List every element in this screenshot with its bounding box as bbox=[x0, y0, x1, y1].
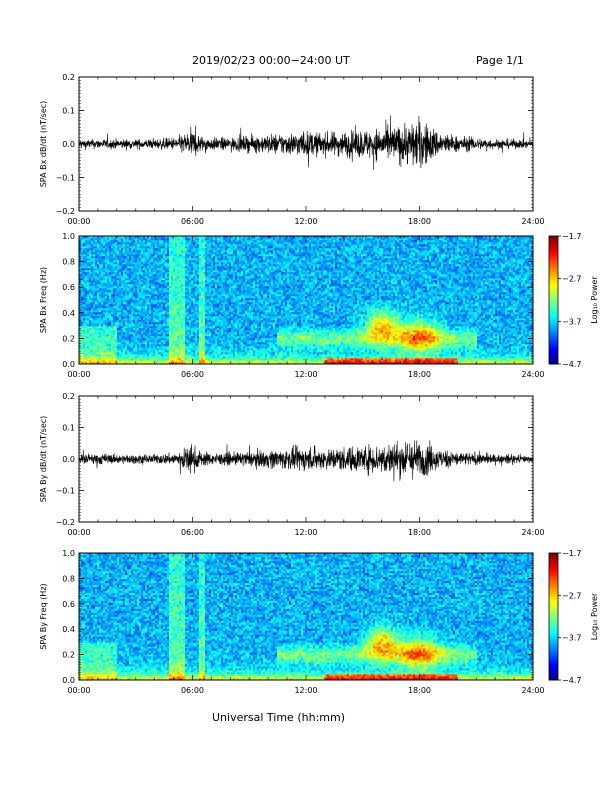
panel-1-axes: −0.2 −0.1 0.0 0.1 0.2 00:00 06:00 12:00 18:00 24:… bbox=[39, 73, 545, 226]
y-tick-label: 0.4 bbox=[62, 309, 75, 318]
colorbar: −1.7 −2.7 −3.7 −4.7 Log₁₀ Power bbox=[548, 549, 599, 685]
y-tick-label: 1.0 bbox=[62, 549, 75, 558]
x-axis-label: Universal Time (hh:mm) bbox=[212, 711, 345, 724]
x-tick-label: 24:00 bbox=[521, 217, 544, 226]
colorbar-label: Log₁₀ Power bbox=[590, 592, 599, 640]
spectrogram bbox=[79, 236, 534, 365]
y-axis-label: SPA Bx Freq (Hz) bbox=[39, 267, 48, 333]
panel-frame bbox=[78, 395, 534, 523]
x-tick-label: 12:00 bbox=[294, 686, 317, 695]
x-tick-label: 00:00 bbox=[67, 686, 90, 695]
x-tick-label: 06:00 bbox=[181, 217, 204, 226]
y-tick-label: 0.2 bbox=[62, 392, 75, 401]
x-tick-label: 00:00 bbox=[67, 370, 90, 379]
x-tick-label: 06:00 bbox=[181, 528, 204, 537]
series-line bbox=[78, 115, 534, 170]
y-tick-label: 1.0 bbox=[62, 232, 75, 241]
y-tick-label: −0.1 bbox=[56, 174, 75, 183]
x-tick-label: 24:00 bbox=[521, 370, 544, 379]
colorbar-frame bbox=[548, 552, 559, 681]
y-tick-label: −0.1 bbox=[56, 487, 75, 496]
x-tick-label: 06:00 bbox=[181, 370, 204, 379]
y-tick-label: 0.1 bbox=[62, 424, 75, 433]
panel-frame bbox=[78, 76, 534, 212]
page-title: 2019/02/23 00:00−24:00 UT bbox=[192, 54, 350, 67]
colorbar-tick-label: −2.7 bbox=[562, 275, 581, 284]
colorbar-frame bbox=[548, 235, 559, 365]
colorbar-tick-label: −4.7 bbox=[562, 360, 581, 369]
x-tick-label: 18:00 bbox=[408, 370, 431, 379]
y-axis-label: SPA By Freq (Hz) bbox=[39, 583, 48, 649]
x-tick-label: 00:00 bbox=[67, 217, 90, 226]
spectrogram bbox=[79, 553, 534, 681]
colorbar-tick-label: −2.7 bbox=[562, 591, 581, 600]
panel-3-axes: −0.2 −0.1 0.0 0.1 0.2 00:00 06:00 12:00 18:00 24:… bbox=[39, 392, 545, 537]
x-tick-label: 24:00 bbox=[521, 528, 544, 537]
x-tick-label: 18:00 bbox=[408, 686, 431, 695]
y-tick-label: 0.2 bbox=[62, 651, 75, 660]
colorbar: −1.7 −2.7 −3.7 −4.7 Log₁₀ Power bbox=[548, 232, 599, 369]
x-tick-label: 18:00 bbox=[408, 217, 431, 226]
panel-frame bbox=[78, 552, 534, 681]
colorbar-tick-label: −3.7 bbox=[562, 317, 581, 326]
colorbar-tick-label: −3.7 bbox=[562, 634, 581, 643]
colorbar-tick-label: −1.7 bbox=[562, 549, 581, 558]
x-tick-label: 18:00 bbox=[408, 528, 431, 537]
y-tick-label: 0.6 bbox=[62, 600, 75, 609]
x-tick-label: 12:00 bbox=[294, 217, 317, 226]
x-tick-label: 24:00 bbox=[521, 686, 544, 695]
y-tick-label: 0.8 bbox=[62, 258, 75, 267]
y-tick-label: 0.0 bbox=[62, 360, 75, 369]
y-tick-label: 0.0 bbox=[62, 676, 75, 685]
colorbar-label: Log₁₀ Power bbox=[590, 276, 599, 324]
x-tick-label: 00:00 bbox=[67, 528, 90, 537]
y-axis-label: SPA Bx dB/dt (nT/sec) bbox=[39, 101, 48, 188]
panel-2-axes: 0.0 0.2 0.4 0.6 0.8 1.0 00:00 06:00 12:00 18:00 24… bbox=[39, 232, 545, 379]
colorbar-tick-label: −1.7 bbox=[562, 232, 581, 241]
y-tick-label: 0.4 bbox=[62, 625, 75, 634]
panel-frame bbox=[78, 235, 534, 365]
y-tick-label: −0.2 bbox=[56, 207, 75, 216]
x-tick-label: 12:00 bbox=[294, 370, 317, 379]
series-line bbox=[78, 440, 534, 482]
y-tick-label: −0.2 bbox=[56, 518, 75, 527]
y-tick-label: 0.6 bbox=[62, 283, 75, 292]
x-tick-label: 12:00 bbox=[294, 528, 317, 537]
y-tick-label: 0.2 bbox=[62, 73, 75, 82]
y-tick-label: 0.0 bbox=[62, 455, 75, 464]
colorbar-tick-label: −4.7 bbox=[562, 676, 581, 685]
y-tick-label: 0.2 bbox=[62, 334, 75, 343]
y-tick-label: 0.1 bbox=[62, 107, 75, 116]
x-tick-label: 06:00 bbox=[181, 686, 204, 695]
y-tick-label: 0.8 bbox=[62, 574, 75, 583]
panel-4-axes: 0.0 0.2 0.4 0.6 0.8 1.0 00:00 06:00 12:00 18:00 24… bbox=[39, 549, 545, 695]
y-axis-label: SPA By dB/dt (nT/sec) bbox=[39, 416, 48, 503]
y-tick-label: 0.0 bbox=[62, 140, 75, 149]
page-number: Page 1/1 bbox=[476, 54, 524, 67]
